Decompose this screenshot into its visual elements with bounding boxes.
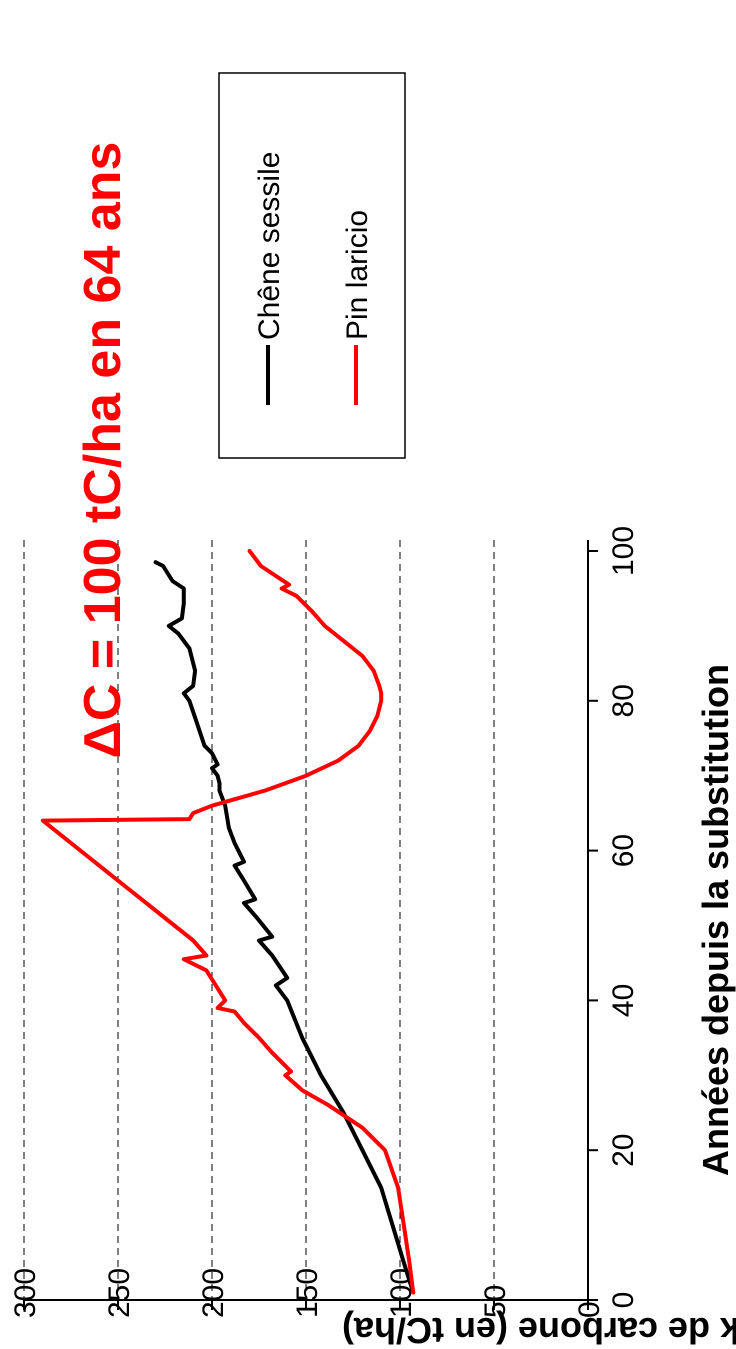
- x-axis-title: Années depuis la substitution: [695, 664, 736, 1176]
- series-line-chene: [153, 560, 416, 1295]
- y-tick-label: 150: [291, 1268, 324, 1318]
- gridlines: [23, 540, 495, 1300]
- x-tick-label: 100: [607, 526, 640, 576]
- delta-annotation: ΔC = 100 tC/ha en 64 ans: [74, 142, 132, 759]
- x-tick-label: 20: [607, 1134, 640, 1167]
- y-tick-label: 50: [479, 1285, 512, 1318]
- y-tick-label: 250: [103, 1268, 136, 1318]
- y-tick-label: 0: [573, 1301, 606, 1318]
- series-layer: [40, 549, 416, 1295]
- x-tick-label: 60: [607, 834, 640, 867]
- legend-box: [218, 72, 406, 459]
- y-axis-title: Stock de carbone (en tC/ha): [342, 1310, 736, 1349]
- x-tick-label: 40: [607, 984, 640, 1017]
- legend-label-chene: Chêne sessile: [253, 152, 286, 340]
- y-tick-label: 200: [197, 1268, 230, 1318]
- legend-label-pin: Pin laricio: [341, 210, 374, 340]
- x-tick-label: 80: [607, 684, 640, 717]
- x-tick-label: 0: [607, 1292, 640, 1309]
- y-tick-label: 300: [9, 1268, 42, 1318]
- series-line-pin: [40, 549, 416, 1295]
- legend: Chêne sessile Pin laricio: [218, 72, 406, 459]
